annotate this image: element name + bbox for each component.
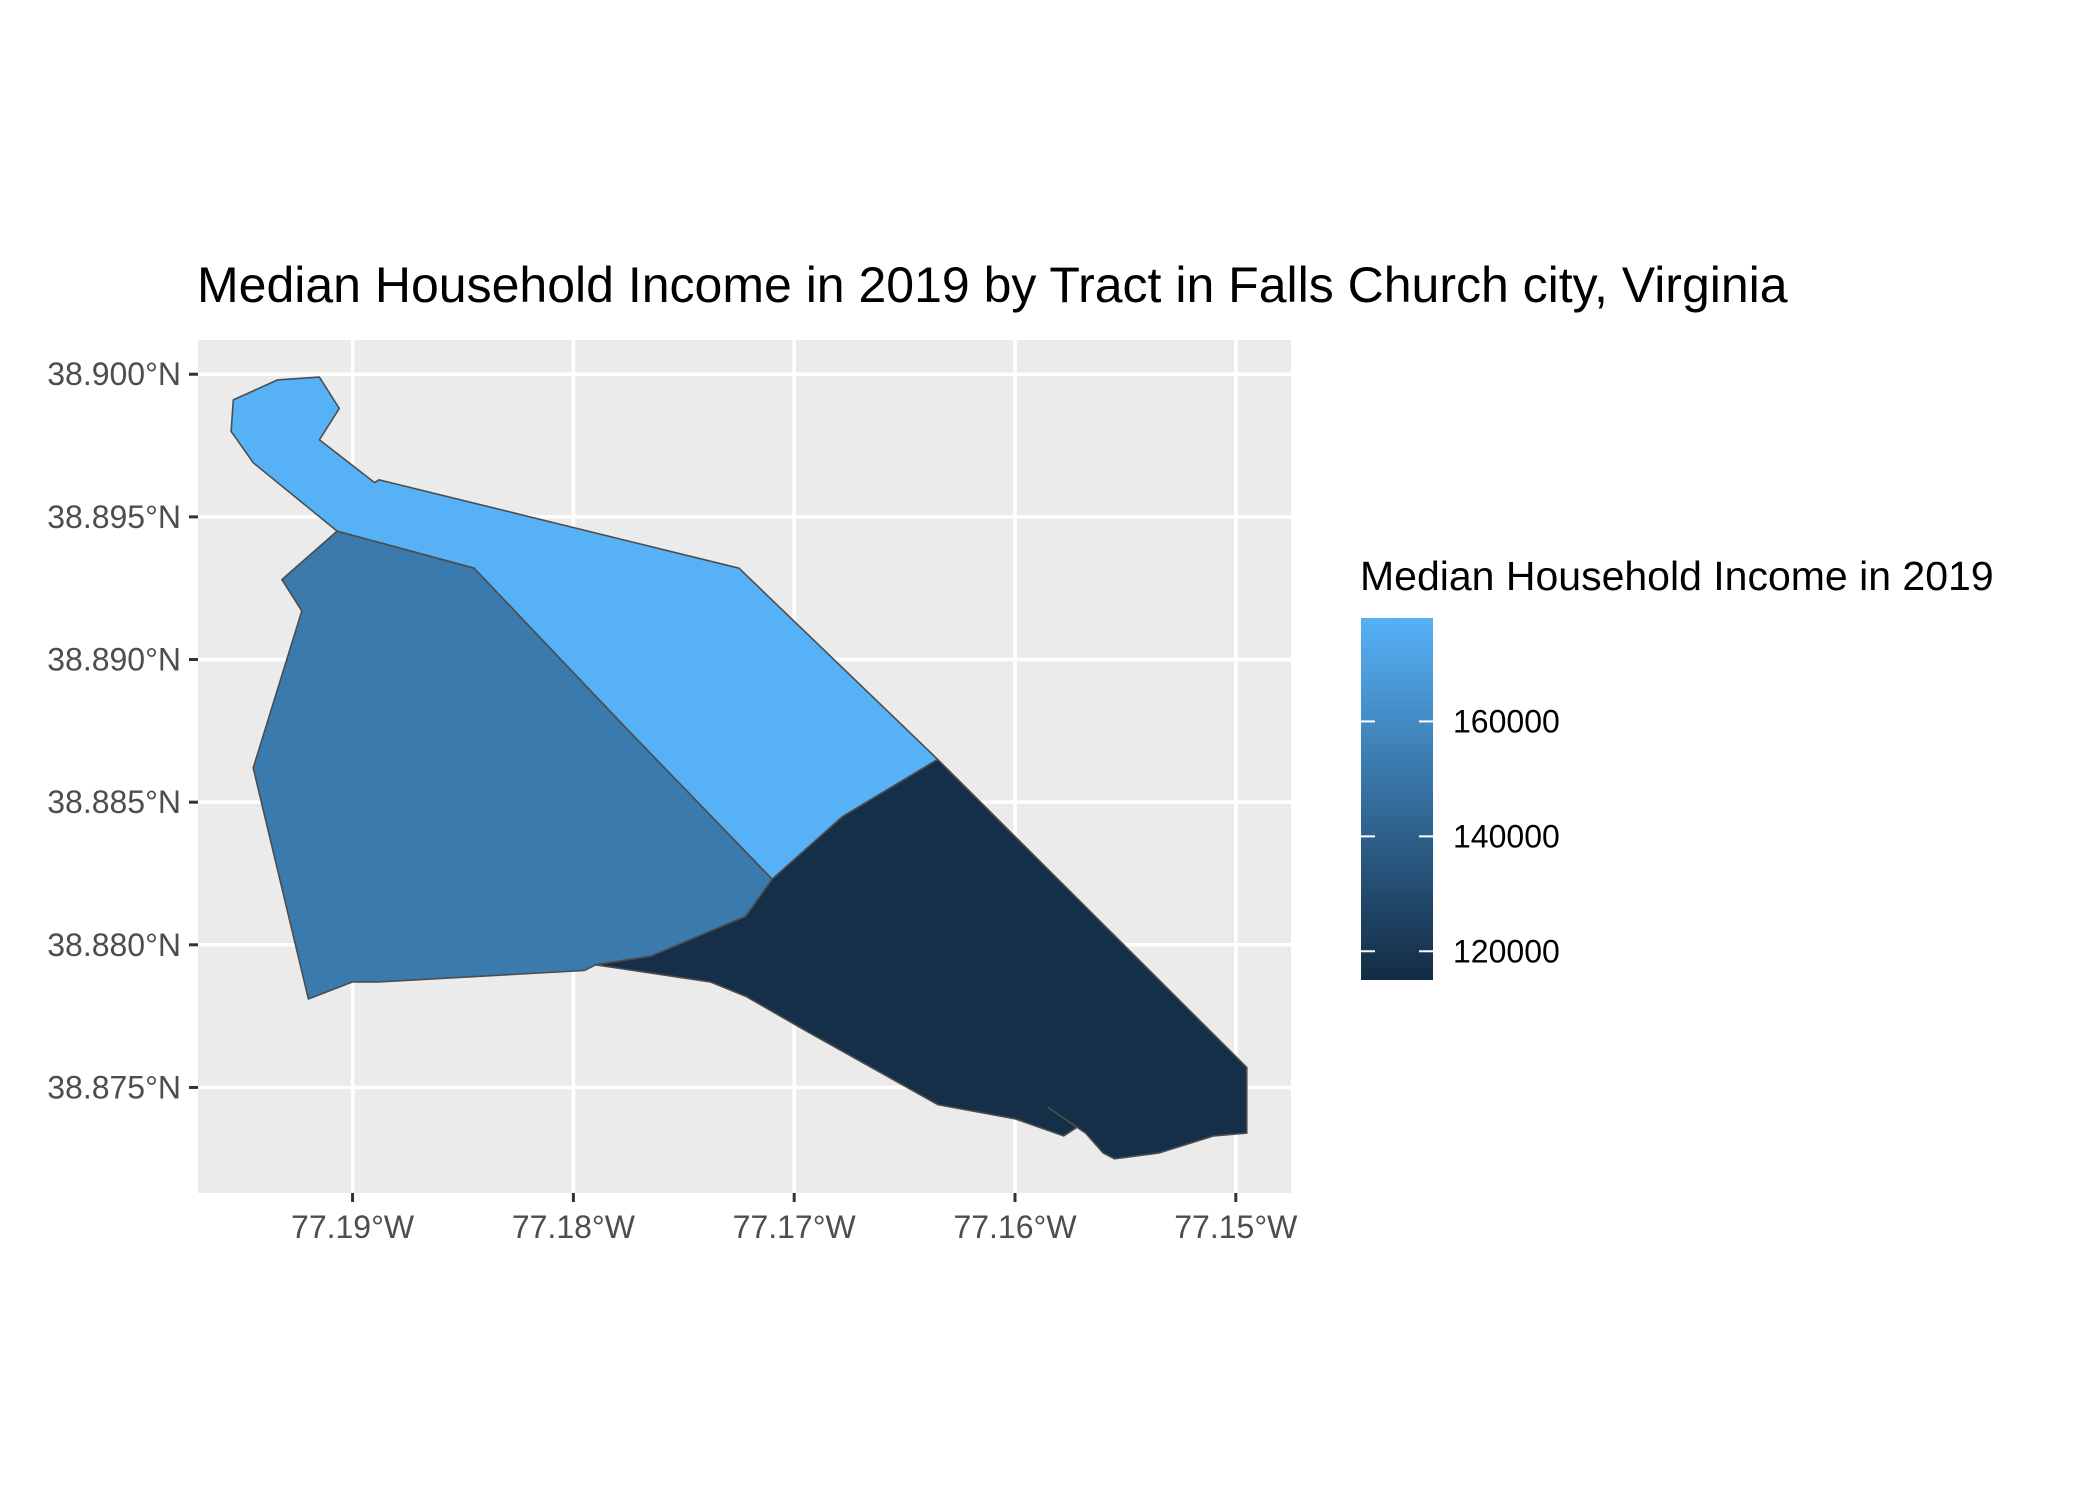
y-tick-label: 38.875°N [47, 1069, 181, 1105]
legend-ticks: 160000 140000 120000 [1361, 703, 1560, 969]
tract-regions [230, 376, 1248, 1160]
legend: Median Household Income in 2019 160000 14… [1360, 553, 1994, 980]
y-tick-label: 38.880°N [47, 927, 181, 963]
tract-region-2 [252, 530, 773, 1000]
x-tick-label: 77.19°W [291, 1209, 415, 1245]
y-tick-label: 38.885°N [47, 784, 181, 820]
x-tick-label: 77.16°W [953, 1209, 1077, 1245]
legend-break-label: 160000 [1453, 703, 1560, 739]
legend-break-label: 140000 [1453, 818, 1560, 854]
x-tick-label: 77.17°W [733, 1209, 857, 1245]
y-tick-label: 38.890°N [47, 642, 181, 678]
tract-region-3 [594, 758, 1248, 1160]
legend-title: Median Household Income in 2019 [1360, 553, 1994, 599]
y-tick-label: 38.895°N [47, 499, 181, 535]
legend-colorbar [1361, 618, 1433, 980]
x-tick-label: 77.15°W [1174, 1209, 1298, 1245]
chart-title: Median Household Income in 2019 by Tract… [197, 257, 1788, 313]
y-tick-label: 38.900°N [47, 356, 181, 392]
y-axis: 38.900°N 38.895°N 38.890°N 38.885°N 38.880°N… [47, 356, 198, 1105]
legend-break-label: 120000 [1453, 933, 1560, 969]
x-axis: 77.19°W 77.18°W 77.17°W 77.16°W 77.15°W [291, 1193, 1298, 1245]
x-tick-label: 77.18°W [512, 1209, 636, 1245]
